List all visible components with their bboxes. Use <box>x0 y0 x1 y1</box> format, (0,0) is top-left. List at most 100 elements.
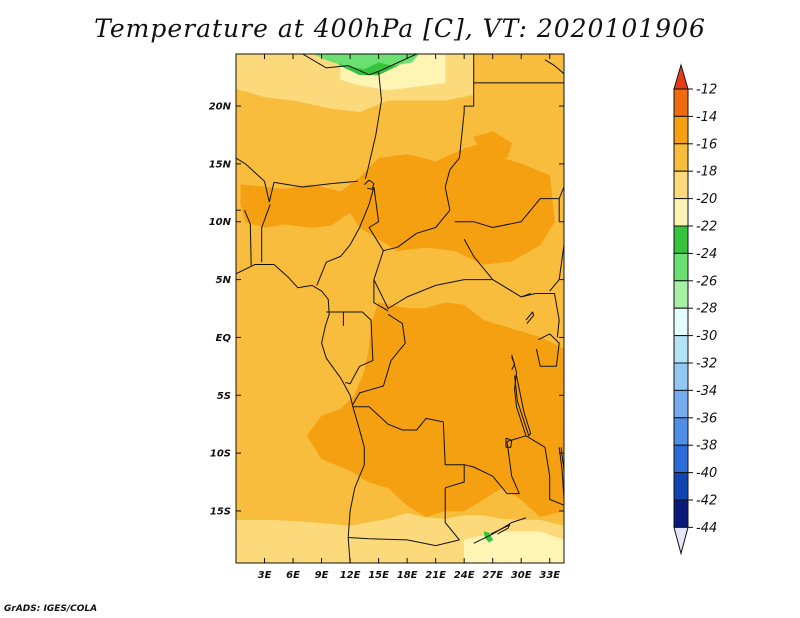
colorbar-label: -42 <box>696 494 717 509</box>
colorbar-swatch <box>673 115 689 145</box>
colorbar-label: -18 <box>696 165 717 180</box>
coast-westafrica <box>236 264 365 563</box>
border-car-south <box>373 279 493 309</box>
border-angola-zambia <box>444 487 460 541</box>
colorbar-label: -36 <box>696 411 717 426</box>
lake-victoria <box>535 333 560 367</box>
colorbar-bottom-arrow <box>673 526 689 556</box>
border-sudan-ethiopia <box>558 186 564 222</box>
border-libya-sudan <box>463 54 475 112</box>
colorbar-label: -28 <box>696 302 717 317</box>
lat-tick-label: 5S <box>217 391 231 402</box>
lon-tick-label: 30E <box>511 570 532 581</box>
region-m14-east-patch <box>473 131 513 159</box>
colorbar-swatch <box>673 499 689 528</box>
lat-tick-label: 10S <box>210 449 231 460</box>
colorbar-label: -22 <box>696 220 717 235</box>
lake-kivu <box>511 356 516 371</box>
lake-chad <box>363 179 375 190</box>
lon-tick-label: 3E <box>258 570 272 581</box>
lon-tick-label: 18E <box>397 570 418 581</box>
lake-albert <box>525 311 535 324</box>
border-chad-car <box>383 209 451 252</box>
border-niger-chad <box>364 71 382 180</box>
lat-tick-label: 5N <box>216 275 232 286</box>
region-m14-central <box>306 302 564 518</box>
region-m14-sahel <box>240 142 555 265</box>
border-uganda <box>521 293 560 338</box>
colorbar-label: -38 <box>696 439 717 454</box>
colorbar-label: -26 <box>696 274 717 289</box>
map-title: Temperature at 400hPa [C], VT: 202010190… <box>94 14 706 43</box>
border-chad-sudan <box>444 111 465 211</box>
lat-tick-label: 10N <box>209 217 232 228</box>
border-drc-zambia <box>464 441 520 495</box>
colorbar-swatch <box>673 307 689 337</box>
colorbar-swatch <box>673 143 689 172</box>
colorbar-swatch <box>673 252 689 282</box>
map-axes: 20N 15N 10N 5N EQ 5S 10S 15S 3E 6E 9E 12E 15E 18E 21E 2… <box>209 54 564 581</box>
colorbar-label: -14 <box>696 110 717 125</box>
colorbar-swatch <box>673 335 689 364</box>
border-sudan-southsudan <box>454 198 560 228</box>
colorbar-swatch <box>673 444 689 474</box>
band-m20-south <box>463 531 564 563</box>
colorbar: -12 -14 -16 -18 -20 -22 -24 -26 -28 -30 -32 -34 -36 -… <box>673 63 717 556</box>
border-benin-east <box>261 204 271 263</box>
colorbar-label: -12 <box>696 83 717 98</box>
colorbar-swatch <box>673 362 689 391</box>
border-togo-benin <box>244 210 252 266</box>
colorbar-label: -16 <box>696 137 717 152</box>
region-m22-south <box>483 531 494 543</box>
colorbar-label: -40 <box>696 466 717 481</box>
colorbar-label: -44 <box>696 521 717 536</box>
border-angola-namibia <box>348 537 460 547</box>
credit-label: GrADS: IGES/COLA <box>4 604 98 614</box>
lon-tick-label: 21E <box>425 570 446 581</box>
border-congo-drc <box>352 313 406 405</box>
colorbar-swatch <box>673 389 689 419</box>
border-chad-cameroon <box>368 186 384 251</box>
border-libya-chad <box>378 54 417 72</box>
colorbar-swatch <box>673 170 689 200</box>
colorbar-top-arrow <box>673 63 689 90</box>
colorbar-label: -20 <box>696 192 717 207</box>
border-gabon-congo <box>343 311 374 385</box>
lon-tick-label: 24E <box>454 570 475 581</box>
lat-tick-label: 15S <box>210 506 231 517</box>
lon-tick-label: 6E <box>286 570 300 581</box>
colorbar-swatch <box>673 280 689 309</box>
lon-tick-label: 33E <box>539 570 560 581</box>
colorbar-label: -24 <box>696 247 717 262</box>
colorbar-swatch <box>673 417 689 446</box>
lake-mweru <box>505 437 513 448</box>
border-nigeria-cameroon <box>316 186 375 286</box>
border-drc-rwanda-burundi <box>511 354 527 436</box>
colorbar-swatch <box>673 225 689 254</box>
colorbar-label: -30 <box>696 329 717 344</box>
colorbar-label: -32 <box>696 357 717 372</box>
lon-tick-label: 9E <box>315 570 329 581</box>
lake-tanganyika <box>514 375 532 437</box>
border-malawi-mozambique <box>544 447 564 506</box>
lat-tick-label: 20N <box>209 102 232 113</box>
lon-tick-label: 15E <box>368 570 389 581</box>
border-libya-niger <box>347 65 379 76</box>
country-borders <box>236 54 564 563</box>
border-drc-angola <box>352 406 465 489</box>
lake-kariba <box>490 524 511 535</box>
lat-tick-label: EQ <box>216 333 232 344</box>
lat-tick-label: 15N <box>209 159 232 170</box>
colorbar-swatch <box>673 198 689 227</box>
map-frame <box>235 53 565 564</box>
border-egypt-coast <box>544 59 564 75</box>
colorbar-label: -34 <box>696 384 717 399</box>
border-cameroon-car <box>373 250 389 312</box>
border-algeria-niger <box>302 54 349 69</box>
border-niger-south <box>268 180 358 203</box>
temperature-fill <box>236 54 564 563</box>
lon-tick-label: 27E <box>482 570 503 581</box>
border-mali-niger <box>236 157 270 203</box>
colorbar-swatch <box>673 88 689 117</box>
